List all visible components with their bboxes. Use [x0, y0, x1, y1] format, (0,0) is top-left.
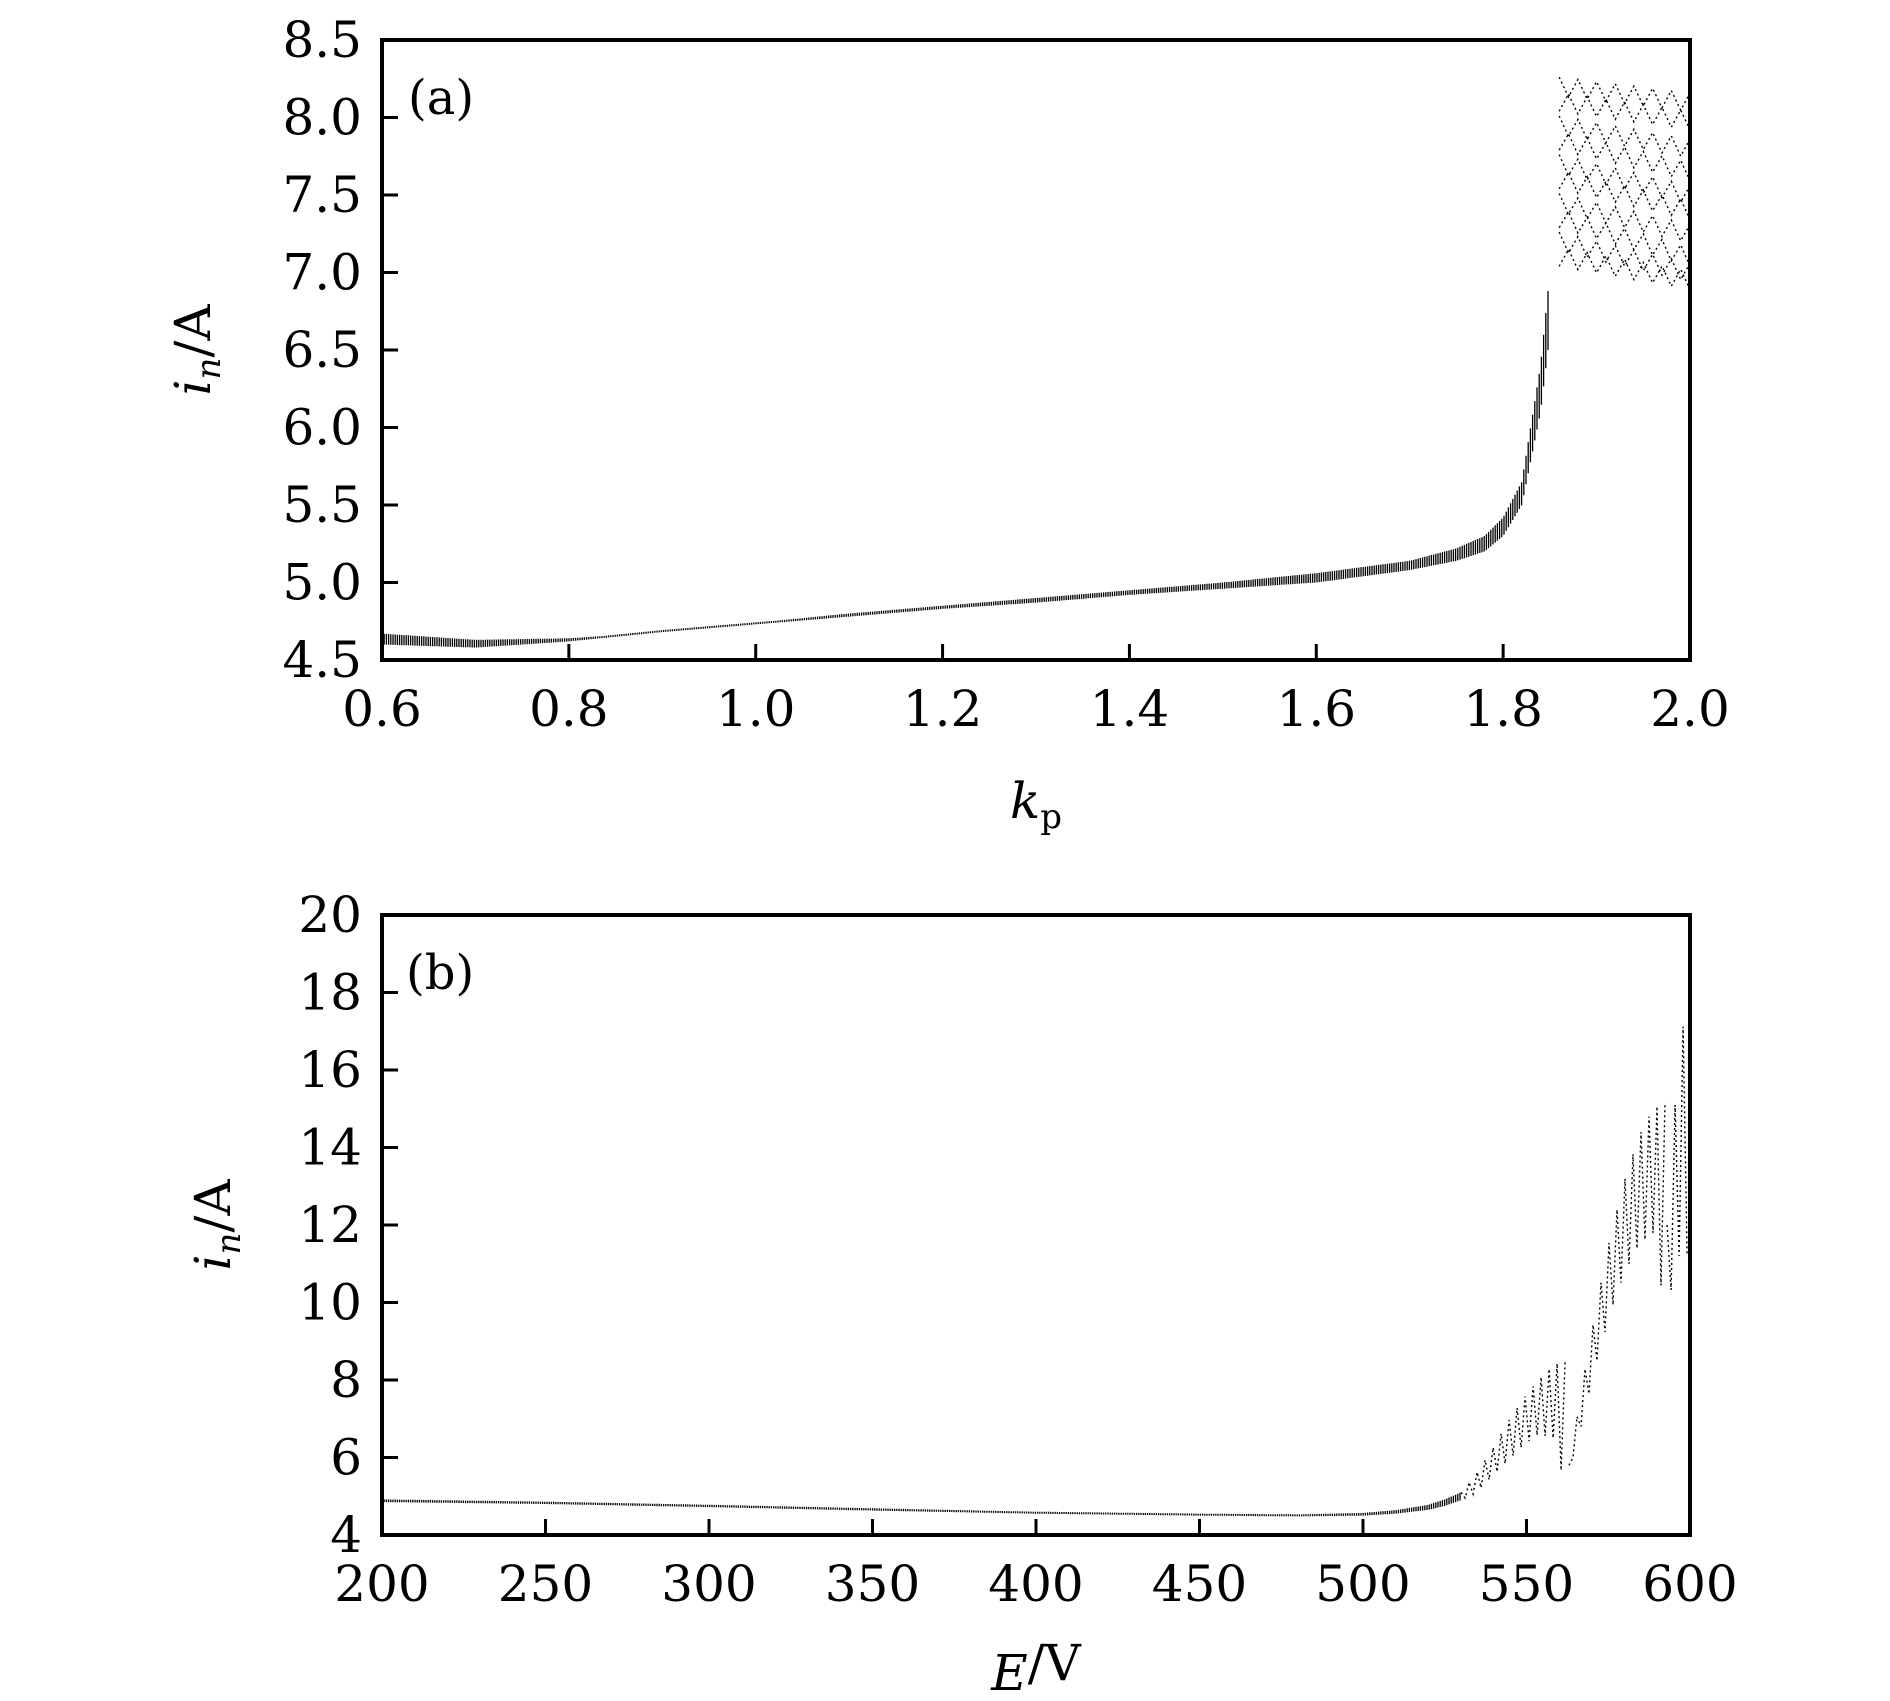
- panel-a-scatter-branch: [1558, 76, 1691, 112]
- panel-a-y-tick-label: 5.0: [282, 554, 362, 612]
- panel-b-x-tick-label: 400: [988, 1555, 1083, 1613]
- panel-a-x-tick-label: 1.8: [1463, 680, 1543, 738]
- panel-b-x-tick-label: 550: [1479, 1555, 1574, 1613]
- panel-b-x-tick-label: 250: [498, 1555, 593, 1613]
- panel-a-scatter-branch: [1558, 132, 1691, 182]
- panel-a-y-tick-label: 4.5: [282, 631, 362, 689]
- panel-a-x-ticks: 0.6 0.8 1.0 1.2 1.4 1.6 1.8 2.0: [342, 644, 1730, 738]
- panel-b-band-mark: [381, 1492, 1461, 1517]
- panel-b-x-tick-label: 350: [825, 1555, 920, 1613]
- panel-b-oscillation-segment: [1568, 1102, 1666, 1466]
- panel-a-y-tick-label: 6.5: [282, 321, 362, 379]
- panel-a-y-tick-label: 8.5: [282, 11, 362, 69]
- panel-a-scatter-branch: [1558, 154, 1691, 204]
- panel-a-scatter-branch: [1558, 231, 1691, 282]
- panel-a-x-tick-label: 0.8: [529, 680, 609, 738]
- panel-a-y-axis-subscript: n: [189, 358, 229, 380]
- panel-b-x-tick-label: 200: [334, 1555, 429, 1613]
- panel-a-x-axis-variable: k: [1010, 772, 1040, 830]
- panel-b-x-tick-label: 450: [1152, 1555, 1247, 1613]
- panel-b-x-axis-label: E/V: [990, 1634, 1081, 1701]
- panel-b-band-series: [381, 1492, 1461, 1517]
- panel-a-band-mark: [381, 291, 1549, 648]
- panel-a-x-tick-label: 2.0: [1650, 680, 1730, 738]
- panel-b-y-tick-label: 16: [298, 1041, 362, 1099]
- panel-b-x-axis-variable: E: [990, 1644, 1028, 1701]
- panel-b-y-tick-label: 4: [330, 1506, 362, 1564]
- panel-b-oscillation-segment: [1460, 1361, 1566, 1500]
- panel-b-oscillation-segment: [1666, 1026, 1688, 1290]
- panel-a-scatter-branch: [1558, 170, 1691, 221]
- panel-a-scatter-branch: [1558, 115, 1691, 158]
- panel-b-y-tick-label: 12: [298, 1196, 362, 1254]
- panel-a-scatter-branch: [1558, 210, 1691, 267]
- panel-b-x-tick-label: 500: [1315, 1555, 1410, 1613]
- panel-a-x-tick-label: 0.6: [342, 680, 422, 738]
- panel-a-x-tick-label: 1.6: [1277, 680, 1357, 738]
- panel-b-y-axis-variable: i: [184, 1254, 242, 1270]
- panel-a-chart: 4.5 5.0 5.5 6.0 6.5 7.0 7.5 8.0 8.5 0.6 0.8 1.0 1.2…: [164, 11, 1730, 837]
- panel-b-y-tick-label: 8: [330, 1351, 362, 1409]
- panel-b-y-ticks: 4 6 8 10 12 14 16 18 20: [298, 886, 398, 1564]
- panel-a-x-axis-subscript: p: [1040, 797, 1062, 837]
- panel-b-y-tick-label: 18: [298, 964, 362, 1022]
- panel-a-y-tick-label: 6.0: [282, 399, 362, 457]
- panel-a-y-tick-label: 8.0: [282, 89, 362, 147]
- panel-a-y-ticks: 4.5 5.0 5.5 6.0 6.5 7.0 7.5 8.0 8.5: [282, 11, 398, 689]
- panel-b-label: (b): [406, 945, 474, 1001]
- panel-a-x-axis-label: kp: [1010, 772, 1062, 837]
- panel-a-plot-area: [381, 76, 1691, 648]
- panel-a-scatter-branch: [1558, 247, 1691, 290]
- panel-a-y-axis-unit: /A: [164, 304, 222, 358]
- panel-b-frame: [380, 913, 1692, 1537]
- panel-a-label: (a): [408, 70, 474, 126]
- panel-a-x-tick-label: 1.0: [716, 680, 796, 738]
- panel-b-oscillation-series: [1460, 1026, 1688, 1500]
- panel-a-y-axis-variable: i: [164, 379, 222, 395]
- panel-a-scatter-branch: [1558, 92, 1691, 131]
- panel-b-y-tick-label: 14: [298, 1119, 362, 1177]
- panel-b-y-axis-subscript: n: [209, 1233, 249, 1255]
- panel-a-x-tick-label: 1.2: [903, 680, 983, 738]
- panel-a-y-axis-label: in/A: [164, 304, 229, 396]
- panel-a-scatter-branch: [1558, 193, 1691, 243]
- panel-a-y-tick-label: 7.0: [282, 244, 362, 302]
- panel-b-x-ticks: 200 250 300 350 400 450 500 550 600: [334, 1519, 1738, 1613]
- panel-b-chart: 4 6 8 10 12 14 16 18 20 200 250 300 350 400 450 500 550…: [184, 886, 1738, 1701]
- panel-b-y-tick-label: 20: [298, 886, 362, 944]
- panel-b-x-tick-label: 300: [661, 1555, 756, 1613]
- panel-b-y-tick-label: 6: [330, 1429, 362, 1487]
- panel-a-y-tick-label: 5.5: [282, 476, 362, 534]
- panel-a-band-series: [381, 291, 1549, 648]
- panel-a-x-tick-label: 1.4: [1090, 680, 1170, 738]
- panel-a-y-tick-label: 7.5: [282, 166, 362, 224]
- panel-a-frame: [380, 38, 1692, 662]
- panel-b-y-axis-unit: /A: [184, 1179, 242, 1233]
- panel-a-scatter-series: [1558, 76, 1691, 290]
- panel-b-x-axis-unit: /V: [1028, 1634, 1082, 1692]
- panel-b-y-axis-label: in/A: [184, 1179, 249, 1271]
- panel-b-x-tick-label: 600: [1642, 1555, 1737, 1613]
- panel-b-y-tick-label: 10: [298, 1274, 362, 1332]
- panel-b-plot-area: [381, 1026, 1688, 1517]
